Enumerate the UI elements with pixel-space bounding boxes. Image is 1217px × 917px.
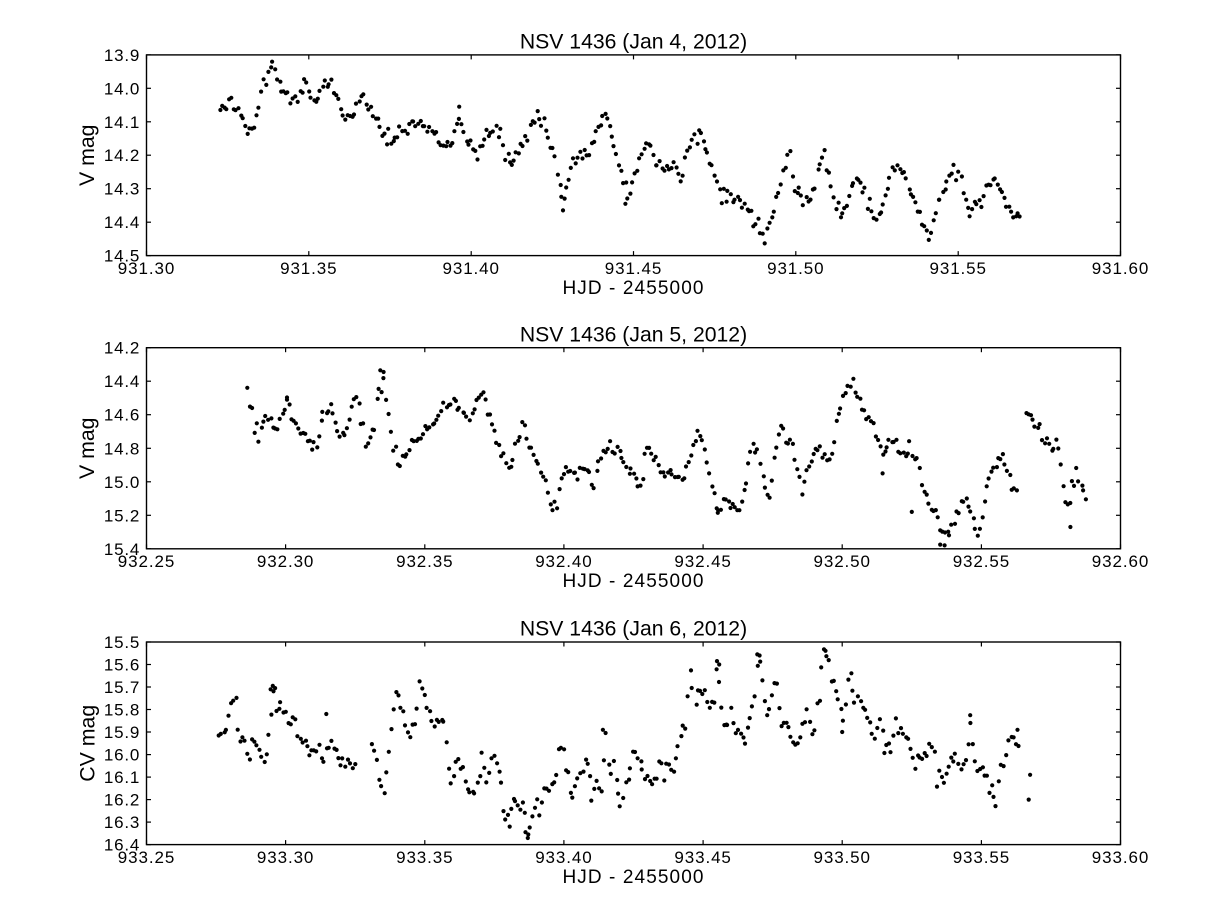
svg-text:CV mag: CV mag (75, 705, 99, 782)
svg-text:14.0: 14.0 (104, 79, 140, 98)
svg-text:14.2: 14.2 (104, 146, 140, 165)
svg-text:16.2: 16.2 (104, 791, 140, 810)
svg-text:NSV 1436 (Jan 5, 2012): NSV 1436 (Jan 5, 2012) (520, 323, 747, 346)
svg-text:931.40: 931.40 (442, 259, 499, 278)
svg-text:933.45: 933.45 (674, 848, 731, 867)
svg-text:16.4: 16.4 (104, 836, 140, 855)
svg-text:14.4: 14.4 (104, 372, 140, 391)
svg-text:933.50: 933.50 (813, 848, 870, 867)
svg-text:13.9: 13.9 (104, 46, 140, 65)
svg-text:14.2: 14.2 (104, 339, 140, 358)
svg-text:14.4: 14.4 (104, 213, 140, 232)
svg-text:15.7: 15.7 (104, 678, 140, 697)
svg-text:931.50: 931.50 (767, 259, 824, 278)
svg-text:932.55: 932.55 (953, 552, 1010, 571)
svg-text:933.60: 933.60 (1092, 848, 1149, 867)
svg-text:15.5: 15.5 (104, 633, 140, 652)
svg-text:15.8: 15.8 (104, 701, 140, 720)
svg-text:14.8: 14.8 (104, 439, 140, 458)
svg-text:932.35: 932.35 (396, 552, 453, 571)
svg-text:15.9: 15.9 (104, 723, 140, 742)
svg-text:932.45: 932.45 (674, 552, 731, 571)
svg-text:932.60: 932.60 (1092, 552, 1149, 571)
svg-text:15.6: 15.6 (104, 656, 140, 675)
svg-text:16.1: 16.1 (104, 768, 140, 787)
svg-text:932.40: 932.40 (535, 552, 592, 571)
svg-text:V mag: V mag (75, 417, 99, 479)
svg-text:HJD - 2455000: HJD - 2455000 (562, 867, 704, 888)
svg-text:933.40: 933.40 (535, 848, 592, 867)
svg-text:14.6: 14.6 (104, 406, 140, 425)
svg-text:NSV 1436 (Jan 6, 2012): NSV 1436 (Jan 6, 2012) (520, 618, 747, 641)
svg-text:15.4: 15.4 (104, 540, 140, 559)
svg-text:V mag: V mag (75, 124, 99, 186)
svg-text:931.55: 931.55 (929, 259, 986, 278)
svg-text:932.50: 932.50 (813, 552, 870, 571)
svg-text:15.0: 15.0 (104, 473, 140, 492)
svg-text:933.30: 933.30 (257, 848, 314, 867)
svg-text:933.25: 933.25 (118, 848, 175, 867)
svg-text:14.5: 14.5 (104, 247, 140, 266)
svg-text:HJD - 2455000: HJD - 2455000 (562, 278, 704, 299)
svg-text:15.2: 15.2 (104, 506, 140, 525)
svg-text:933.55: 933.55 (953, 848, 1010, 867)
svg-text:16.0: 16.0 (104, 746, 140, 765)
svg-text:932.25: 932.25 (118, 552, 175, 571)
svg-text:14.1: 14.1 (104, 113, 140, 132)
svg-text:931.30: 931.30 (118, 259, 175, 278)
svg-text:933.35: 933.35 (396, 848, 453, 867)
svg-text:HJD - 2455000: HJD - 2455000 (562, 571, 704, 592)
svg-text:931.35: 931.35 (280, 259, 337, 278)
svg-text:932.30: 932.30 (257, 552, 314, 571)
svg-text:NSV 1436 (Jan 4, 2012): NSV 1436 (Jan 4, 2012) (520, 31, 747, 54)
svg-text:931.60: 931.60 (1092, 259, 1149, 278)
svg-text:931.45: 931.45 (605, 259, 662, 278)
svg-text:16.3: 16.3 (104, 813, 140, 832)
svg-text:14.3: 14.3 (104, 180, 140, 199)
